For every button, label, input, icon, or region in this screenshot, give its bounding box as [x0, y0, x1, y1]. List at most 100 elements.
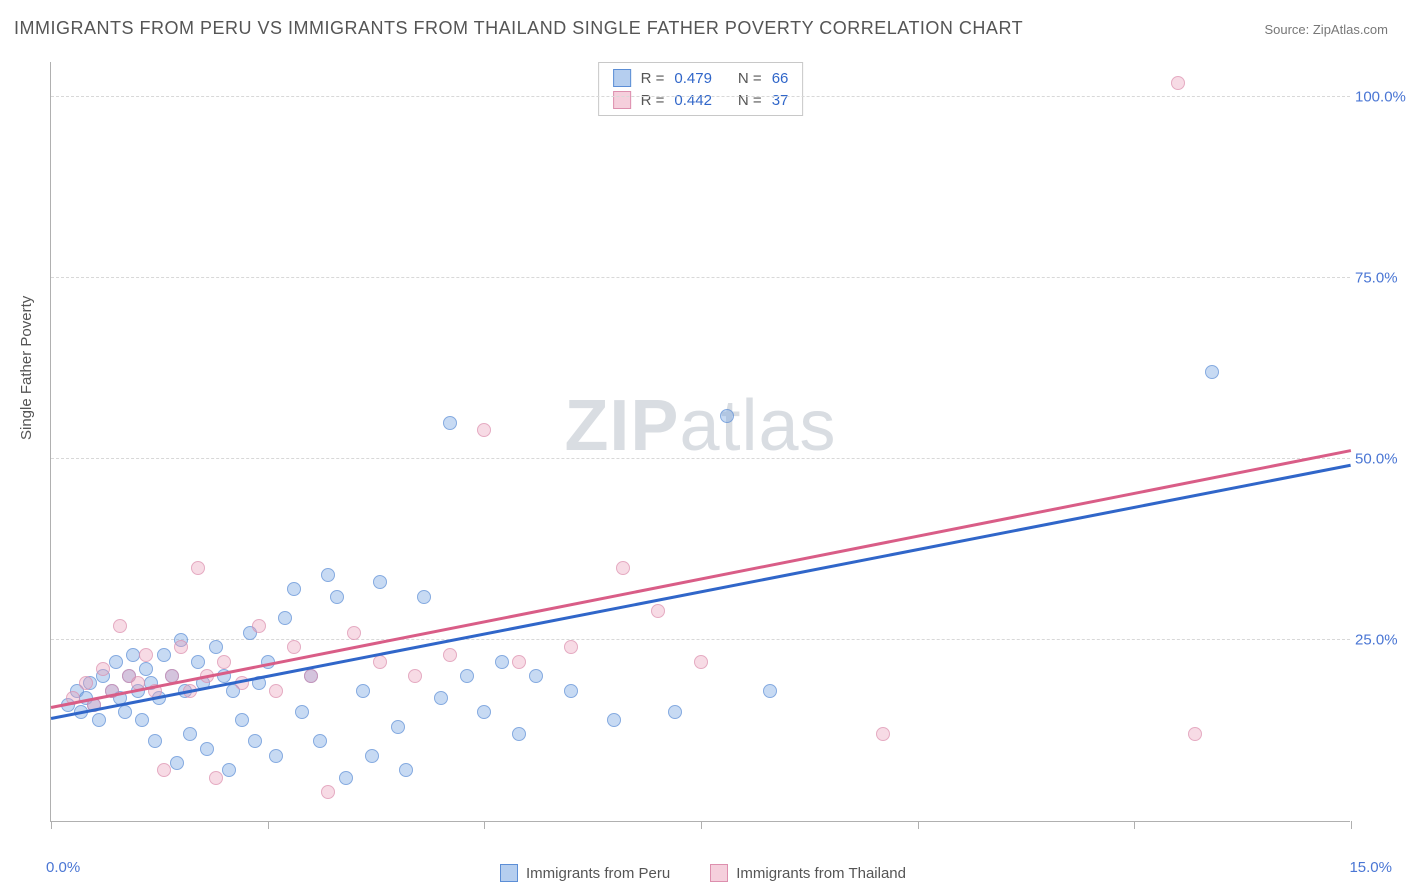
r-label: R = — [641, 70, 665, 87]
data-point — [200, 742, 214, 756]
trend-line — [51, 449, 1351, 708]
chart-title: IMMIGRANTS FROM PERU VS IMMIGRANTS FROM … — [14, 18, 1023, 39]
x-tick — [51, 821, 52, 829]
data-point — [174, 640, 188, 654]
grid-line — [51, 277, 1350, 278]
data-point — [295, 705, 309, 719]
data-point — [564, 684, 578, 698]
y-axis-label: Single Father Poverty — [18, 296, 35, 440]
data-point — [443, 648, 457, 662]
data-point — [564, 640, 578, 654]
data-point — [287, 640, 301, 654]
x-tick — [268, 821, 269, 829]
data-point — [217, 655, 231, 669]
x-tick — [1351, 821, 1352, 829]
data-point — [616, 561, 630, 575]
y-tick-label: 100.0% — [1355, 89, 1406, 106]
data-point — [365, 749, 379, 763]
n-value-b: 37 — [772, 92, 789, 109]
data-point — [118, 705, 132, 719]
n-value-a: 66 — [772, 70, 789, 87]
swatch-series-a — [613, 69, 631, 87]
data-point — [512, 727, 526, 741]
data-point — [1171, 76, 1185, 90]
trend-line — [51, 464, 1351, 720]
data-point — [720, 409, 734, 423]
data-point — [694, 655, 708, 669]
stats-row-series-b: R = 0.442 N = 37 — [599, 89, 803, 111]
grid-line — [51, 458, 1350, 459]
watermark-rest: atlas — [679, 386, 836, 466]
grid-line — [51, 96, 1350, 97]
data-point — [607, 713, 621, 727]
y-tick-label: 25.0% — [1355, 632, 1406, 649]
data-point — [417, 590, 431, 604]
data-point — [321, 568, 335, 582]
stats-legend: R = 0.479 N = 66 R = 0.442 N = 37 — [598, 62, 804, 116]
data-point — [321, 785, 335, 799]
data-point — [356, 684, 370, 698]
data-point — [495, 655, 509, 669]
watermark-bold: ZIP — [564, 386, 679, 466]
legend-swatch-b — [710, 864, 728, 882]
r-value-b: 0.442 — [674, 92, 712, 109]
legend-swatch-a — [500, 864, 518, 882]
data-point — [252, 619, 266, 633]
data-point — [443, 416, 457, 430]
x-tick — [918, 821, 919, 829]
data-point — [651, 604, 665, 618]
data-point — [512, 655, 526, 669]
data-point — [248, 734, 262, 748]
data-point — [222, 763, 236, 777]
data-point — [1205, 365, 1219, 379]
data-point — [135, 713, 149, 727]
legend-label-b: Immigrants from Thailand — [736, 865, 906, 882]
data-point — [330, 590, 344, 604]
data-point — [339, 771, 353, 785]
x-tick — [701, 821, 702, 829]
data-point — [373, 655, 387, 669]
grid-line — [51, 639, 1350, 640]
n-label: N = — [738, 70, 762, 87]
data-point — [304, 669, 318, 683]
data-point — [269, 684, 283, 698]
r-label: R = — [641, 92, 665, 109]
r-value-a: 0.479 — [674, 70, 712, 87]
data-point — [668, 705, 682, 719]
data-point — [191, 655, 205, 669]
data-point — [287, 582, 301, 596]
y-tick-label: 75.0% — [1355, 270, 1406, 287]
source-prefix: Source: — [1264, 22, 1312, 37]
data-point — [139, 662, 153, 676]
legend-item-series-a: Immigrants from Peru — [500, 864, 670, 882]
x-tick — [484, 821, 485, 829]
n-label: N = — [738, 92, 762, 109]
data-point — [126, 648, 140, 662]
data-point — [278, 611, 292, 625]
data-point — [109, 655, 123, 669]
data-point — [157, 648, 171, 662]
data-point — [183, 727, 197, 741]
data-point — [191, 561, 205, 575]
legend-item-series-b: Immigrants from Thailand — [710, 864, 906, 882]
data-point — [113, 619, 127, 633]
data-point — [763, 684, 777, 698]
data-point — [529, 669, 543, 683]
data-point — [399, 763, 413, 777]
watermark: ZIPatlas — [564, 385, 836, 467]
data-point — [79, 676, 93, 690]
x-axis-min-label: 0.0% — [46, 859, 80, 876]
data-point — [92, 713, 106, 727]
data-point — [408, 669, 422, 683]
data-point — [391, 720, 405, 734]
data-point — [876, 727, 890, 741]
source-attribution: Source: ZipAtlas.com — [1264, 22, 1388, 37]
y-tick-label: 50.0% — [1355, 451, 1406, 468]
stats-row-series-a: R = 0.479 N = 66 — [599, 67, 803, 89]
data-point — [477, 705, 491, 719]
data-point — [170, 756, 184, 770]
data-point — [209, 640, 223, 654]
data-point — [373, 575, 387, 589]
data-point — [139, 648, 153, 662]
data-point — [434, 691, 448, 705]
